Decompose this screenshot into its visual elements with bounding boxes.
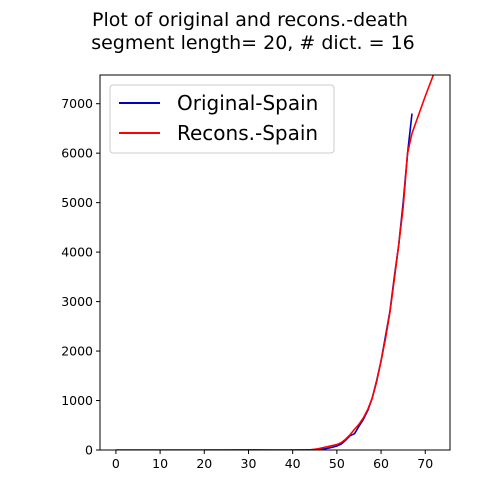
plot-area: 0 10 20 30 40 50 60 70 0 1000 2000 3000 4000 5000 6000… (61, 74, 451, 471)
legend-box (109, 84, 335, 154)
x-tick-label: 10 (152, 456, 168, 471)
x-tick-label: 0 (112, 456, 120, 471)
x-tick-label: 50 (329, 456, 345, 471)
y-tick-label: 0 (85, 443, 93, 458)
y-tick-label: 1000 (61, 393, 93, 408)
axes-frame (99, 74, 451, 451)
y-tick-label: 7000 (61, 96, 93, 111)
y-tick-label: 6000 (61, 146, 93, 161)
x-tick-label: 60 (373, 456, 389, 471)
chart-title-line-1: Plot of original and recons.-death (92, 9, 408, 31)
x-tick-label: 20 (196, 456, 212, 471)
x-tick-label: 40 (285, 456, 301, 471)
chart-title-line-2: segment length= 20, # dict. = 16 (91, 32, 415, 54)
y-tick-label: 5000 (61, 195, 93, 210)
y-tick-label: 4000 (61, 245, 93, 260)
legend-label-original-spain: Original-Spain (177, 91, 318, 115)
y-tick-label: 3000 (61, 294, 93, 309)
x-tick-label: 70 (417, 456, 433, 471)
y-tick-label: 2000 (61, 344, 93, 359)
legend-label-recons-spain: Recons.-Spain (177, 121, 318, 145)
legend: Original-Spain Recons.-Spain (109, 84, 335, 154)
x-tick-label: 30 (241, 456, 257, 471)
